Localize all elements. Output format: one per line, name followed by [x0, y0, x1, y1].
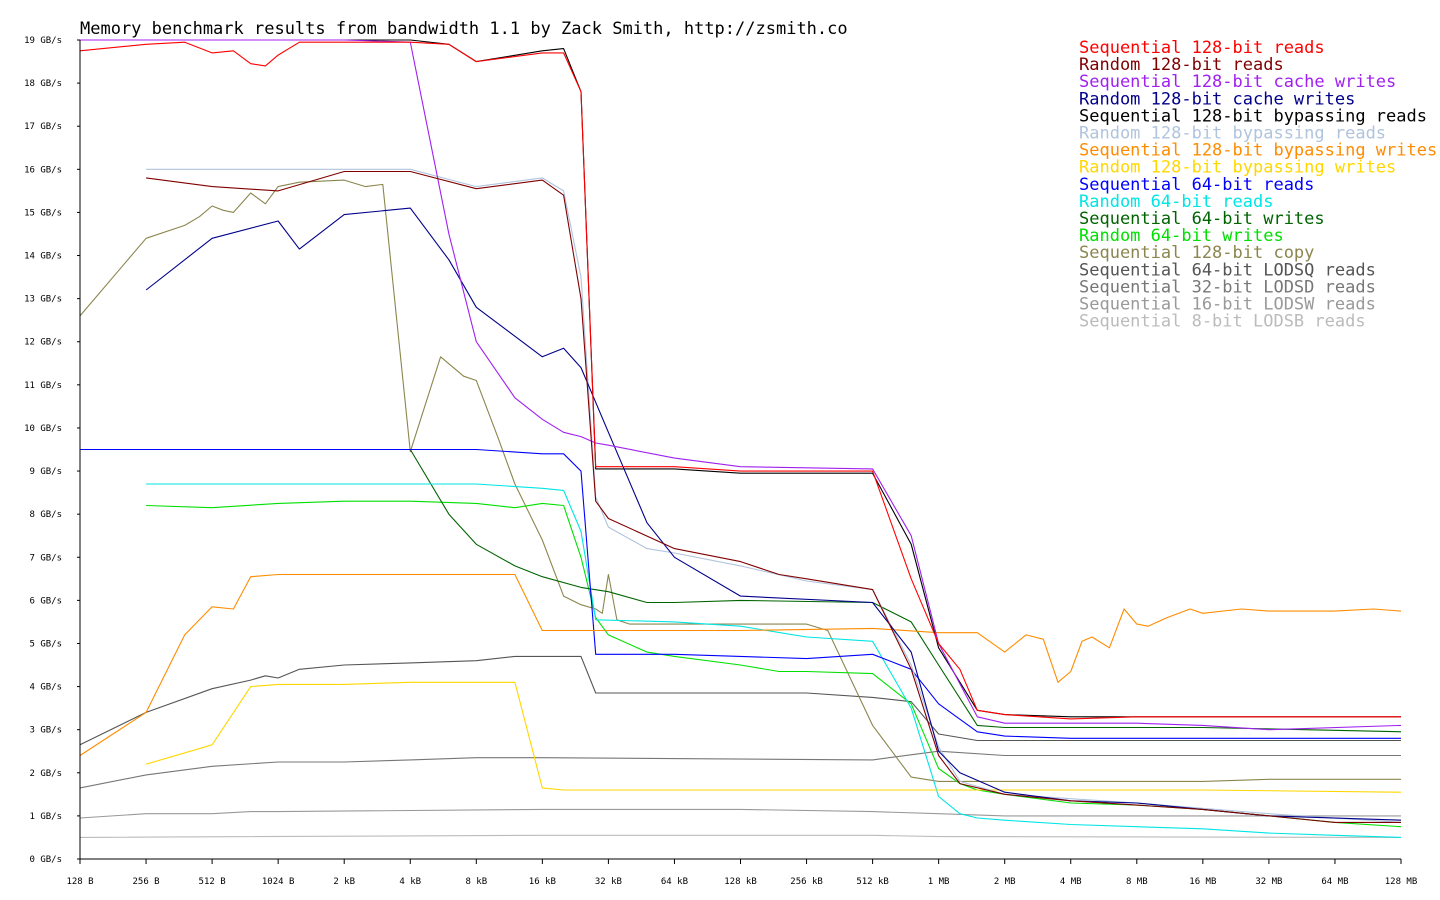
x-tick-label: 128 B [66, 877, 93, 887]
y-tick-label: 9 GB/s [29, 467, 62, 477]
y-tick-label: 16 GB/s [24, 165, 62, 175]
y-tick-label: 14 GB/s [24, 252, 62, 262]
x-tick-label: 1 MB [928, 877, 950, 887]
y-tick-label: 5 GB/s [29, 639, 62, 649]
y-tick-label: 11 GB/s [24, 381, 62, 391]
series-line-sequential-64-bit-writes [80, 448, 1402, 733]
x-tick-label: 4 MB [1060, 877, 1082, 887]
legend-entry: Random 128-bit reads [1079, 55, 1284, 75]
y-tick-label: 15 GB/s [24, 208, 62, 218]
legend-entry: Sequential 128-bit cache writes [1079, 72, 1396, 92]
x-tick-label: 8 kB [465, 877, 487, 887]
legend-entry: Sequential 32-bit LODSD reads [1079, 277, 1376, 297]
series-line-sequential-128-bit-cache-writes [80, 39, 1402, 731]
y-tick-label: 7 GB/s [29, 553, 62, 563]
x-tick-label: 2 MB [994, 877, 1016, 887]
legend-entry: Random 64-bit reads [1079, 192, 1273, 212]
series-line-sequential-16-bit-lodsw-reads [79, 808, 1401, 819]
legend-entry: Random 128-bit cache writes [1079, 89, 1355, 109]
series-line-random-128-bit-bypassing-reads [146, 168, 1402, 823]
legend-entry: Sequential 16-bit LODSW reads [1079, 295, 1376, 315]
series-line-sequential-64-bit-lodsq-reads [79, 655, 1401, 746]
y-tick-label: 2 GB/s [29, 769, 62, 779]
legend-entry: Sequential 64-bit reads [1079, 175, 1314, 195]
y-tick-label: 0 GB/s [29, 855, 62, 865]
series-line-random-128-bit-reads [146, 170, 1401, 823]
x-tick-label: 64 MB [1321, 877, 1348, 887]
legend-entry: Random 128-bit bypassing reads [1079, 124, 1386, 144]
x-tick-label: 256 B [133, 877, 160, 887]
x-tick-label: 256 kB [790, 877, 823, 887]
x-tick-label: 32 MB [1255, 877, 1282, 887]
x-tick-label: 2 kB [333, 877, 355, 887]
series-line-sequential-128-bit-copy [79, 179, 1401, 782]
y-tick-label: 8 GB/s [29, 510, 62, 520]
legend-entry: Random 128-bit bypassing writes [1079, 158, 1396, 178]
x-tick-label: 1024 B [262, 877, 295, 887]
series-line-sequential-128-bit-bypassing-writes [79, 573, 1402, 756]
y-tick-label: 6 GB/s [29, 596, 62, 606]
legend-entry: Sequential 128-bit copy [1079, 243, 1314, 263]
chart-title: Memory benchmark results from bandwidth … [80, 19, 848, 39]
series-line-sequential-128-bit-reads [79, 41, 1401, 720]
y-tick-label: 17 GB/s [24, 122, 62, 132]
series-line-sequential-64-bit-reads [80, 448, 1401, 739]
series-line-random-64-bit-writes [146, 500, 1402, 828]
y-tick-label: 3 GB/s [29, 726, 62, 736]
x-tick-label: 128 MB [1385, 877, 1418, 887]
x-tick-label: 8 MB [1126, 877, 1148, 887]
x-tick-label: 64 kB [661, 877, 688, 887]
x-tick-label: 16 kB [529, 877, 556, 887]
y-tick-label: 4 GB/s [29, 683, 62, 693]
x-tick-label: 128 kB [724, 877, 757, 887]
x-tick-label: 512 kB [856, 877, 889, 887]
y-tick-label: 1 GB/s [29, 812, 62, 822]
x-tick-label: 16 MB [1189, 877, 1216, 887]
y-ticks: 0 GB/s 1 GB/s 2 GB/s 3 GB/s 4 GB/s 5 GB/s 6 GB… [24, 36, 80, 865]
legend-entry: Sequential 8-bit LODSB reads [1079, 312, 1366, 332]
x-tick-label: 32 kB [595, 877, 622, 887]
legend-entry: Sequential 128-bit reads [1079, 38, 1325, 58]
series-line-sequential-8-bit-lodsb-reads [79, 834, 1402, 838]
y-tick-label: 12 GB/s [24, 338, 62, 348]
series-line-sequential-32-bit-lodsd-reads [79, 750, 1401, 789]
x-ticks: 128 B 256 B 512 B 1024 B 2 kB 4 kB 8 kB 16 kB 32… [66, 859, 1417, 887]
x-tick-label: 512 B [199, 877, 226, 887]
legend-entry: Sequential 128-bit bypassing reads [1079, 106, 1427, 126]
y-tick-label: 19 GB/s [24, 36, 62, 46]
series-layer [79, 39, 1402, 838]
series-line-random-128-bit-bypassing-writes [145, 681, 1402, 793]
x-tick-label: 4 kB [399, 877, 421, 887]
legend-entry: Sequential 128-bit bypassing writes [1079, 141, 1437, 161]
y-tick-label: 13 GB/s [24, 295, 62, 305]
y-tick-label: 18 GB/s [24, 79, 62, 89]
series-line-random-64-bit-reads [146, 483, 1402, 838]
y-tick-label: 10 GB/s [24, 424, 62, 434]
legend-entry: Random 64-bit writes [1079, 226, 1284, 246]
legend-entry: Sequential 64-bit writes [1079, 209, 1325, 229]
legend-entry: Sequential 64-bit LODSQ reads [1079, 260, 1376, 280]
